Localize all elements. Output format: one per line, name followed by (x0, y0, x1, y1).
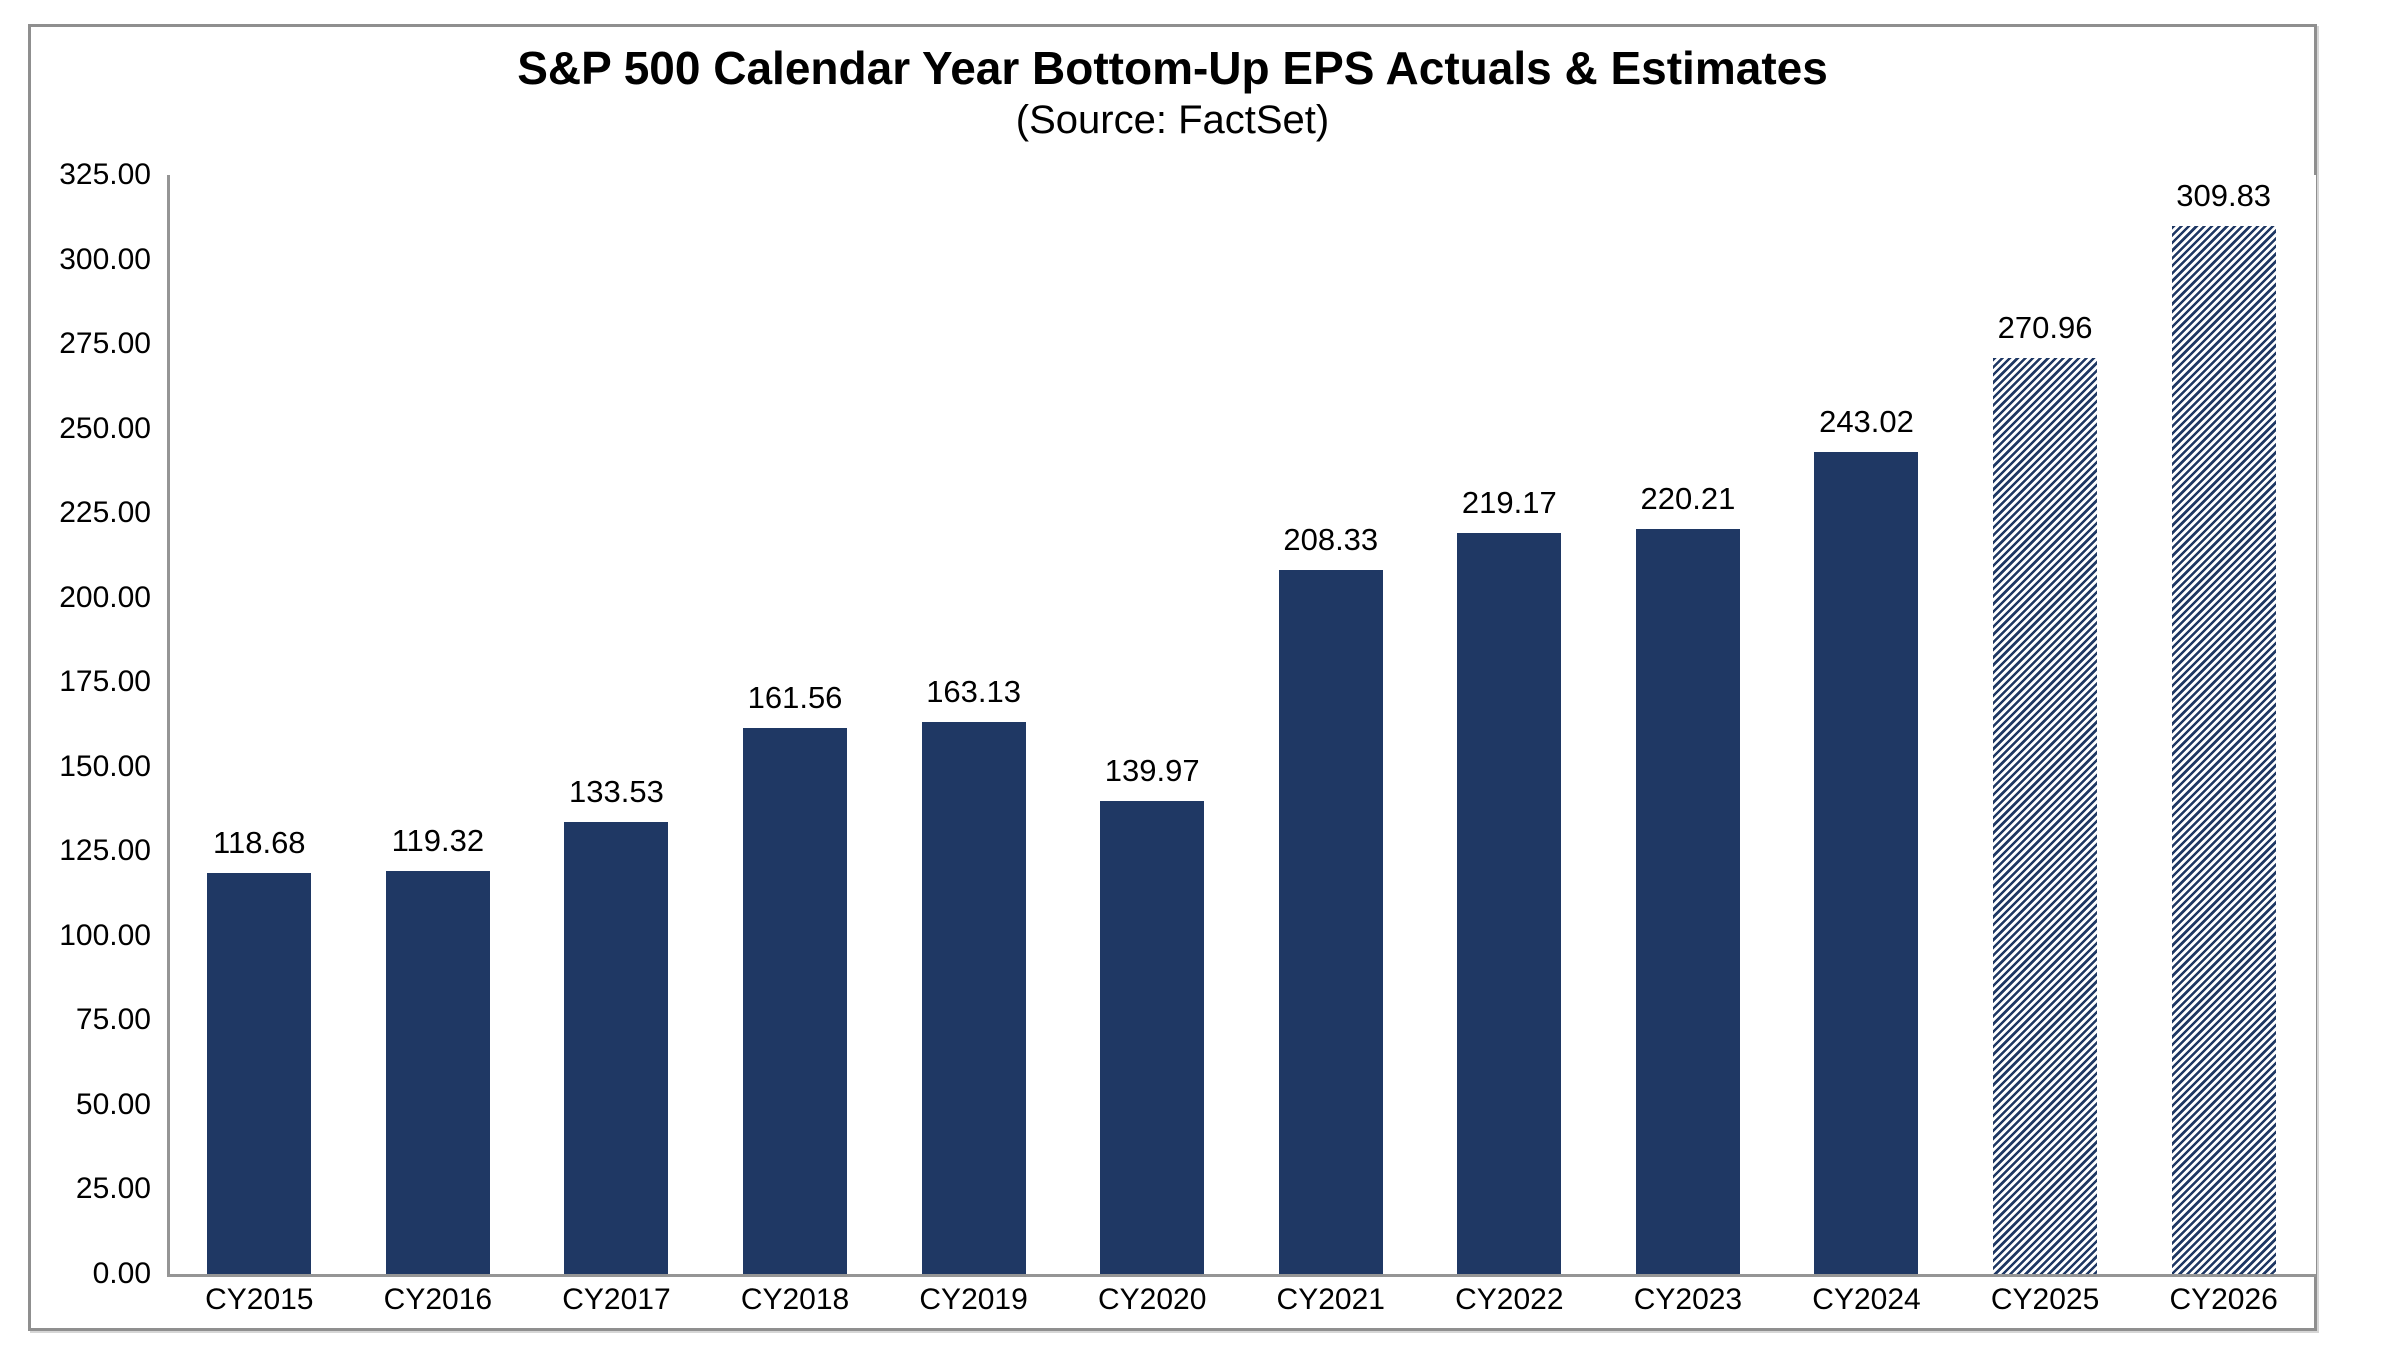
x-tick-label-cy2021: CY2021 (1276, 1283, 1385, 1316)
y-tick-label: 175.00 (59, 665, 151, 699)
x-tick-label-cy2024: CY2024 (1812, 1283, 1921, 1316)
bar-slot-cy2024: 243.02 (1777, 175, 1956, 1274)
chart-subtitle: (Source: FactSet) (1015, 98, 1330, 142)
x-tick-label-cy2017: CY2017 (562, 1283, 671, 1316)
bar-cy2024 (1814, 452, 1919, 1274)
x-tick-label-cy2018: CY2018 (740, 1283, 850, 1316)
bar-cy2020 (1100, 800, 1205, 1274)
bar-slot-cy2018: 161.56 (706, 175, 885, 1274)
bar-value-label-cy2018: 161.56 (747, 679, 843, 715)
y-tick-label: 325.00 (59, 158, 151, 191)
bar-value-label-cy2023: 220.21 (1640, 481, 1736, 517)
bar-cy2017 (564, 822, 669, 1274)
bar-slot-cy2015: 118.68 (170, 175, 349, 1274)
x-tick-label-cy2023: CY2023 (1633, 1283, 1743, 1316)
bar-cy2015 (207, 872, 312, 1274)
plot-area (167, 175, 2316, 1277)
x-tick-label-cy2025: CY2025 (1990, 1283, 2100, 1316)
bar-cy2022 (1457, 532, 1562, 1274)
bar-slot-cy2020: 139.97 (1063, 175, 1242, 1274)
bar-value-label-cy2019: 163.13 (926, 674, 1022, 710)
y-tick-label: 75.00 (75, 1003, 151, 1037)
x-tick-label-cy2022: CY2022 (1455, 1283, 1564, 1316)
bar-value-label-cy2026: 309.83 (2176, 178, 2272, 214)
bar-value-label-cy2025: 270.96 (1997, 309, 2093, 345)
bar-cy2016 (385, 870, 490, 1274)
bar-value-label-cy2017: 133.53 (569, 774, 664, 810)
bars-container: 118.68 119.32 133.53 161.56 163.13 139.97 208.… (170, 175, 2313, 1274)
x-axis-labels: CY2015 CY2016 CY2017 CY2018 CY2019 CY2020 CY20… (170, 1278, 2313, 1322)
bar-cy2021 (1278, 569, 1383, 1274)
bar-cy2019 (921, 722, 1026, 1274)
y-tick-label: 125.00 (59, 834, 151, 868)
bar-value-label-cy2021: 208.33 (1283, 521, 1379, 557)
estimate-bar-cy2025 (1993, 357, 2098, 1274)
x-tick-label-cy2020: CY2020 (1097, 1283, 1207, 1316)
y-tick-label: 50.00 (75, 1087, 151, 1121)
estimate-bar-cy2026 (2171, 226, 2276, 1274)
y-axis-tick-labels: 325.00 300.00 275.00 250.00 225.00 200.00 175.… (31, 158, 155, 1290)
bar-slot-cy2023: 220.21 (1599, 175, 1778, 1274)
y-tick-label: 225.00 (59, 496, 151, 530)
bar-value-label-cy2024: 243.02 (1819, 404, 1914, 440)
x-tick-label-cy2019: CY2019 (919, 1283, 1028, 1316)
chart-title: S&P 500 Calendar Year Bottom-Up EPS Actu… (517, 42, 1828, 94)
y-tick-label: 300.00 (59, 242, 151, 276)
x-tick-label-cy2015: CY2015 (205, 1283, 314, 1316)
y-tick-label: 100.00 (59, 918, 151, 952)
bar-slot-cy2025: 270.96 (1956, 175, 2135, 1274)
bar-slot-cy2016: 119.32 (349, 175, 528, 1274)
y-tick-label: 150.00 (59, 749, 151, 783)
bar-slot-cy2019: 163.13 (884, 175, 1063, 1274)
bar-value-label-cy2020: 139.97 (1104, 752, 1200, 788)
y-tick-label: 250.00 (59, 411, 151, 445)
x-tick-label-cy2016: CY2016 (383, 1283, 493, 1316)
x-tick-label-cy2026: CY2026 (2169, 1283, 2278, 1316)
y-tick-label: 200.00 (59, 580, 151, 614)
chart-frame: S&P 500 Calendar Year Bottom-Up EPS Actu… (28, 24, 2317, 1331)
bar-slot-cy2021: 208.33 (1241, 175, 1420, 1274)
bar-cy2018 (743, 727, 848, 1274)
bar-slot-cy2017: 133.53 (527, 175, 706, 1274)
bar-slot-cy2022: 219.17 (1420, 175, 1599, 1274)
bar-value-label-cy2015: 118.68 (213, 824, 306, 860)
bar-slot-cy2026: 309.83 (2134, 175, 2313, 1274)
bar-value-label-cy2022: 219.17 (1461, 484, 1557, 520)
y-tick-label: 275.00 (59, 327, 151, 361)
bar-cy2023 (1635, 529, 1740, 1274)
bar-value-label-cy2016: 119.32 (391, 822, 485, 858)
y-tick-label: 0.00 (92, 1257, 151, 1290)
y-tick-label: 25.00 (75, 1172, 151, 1206)
